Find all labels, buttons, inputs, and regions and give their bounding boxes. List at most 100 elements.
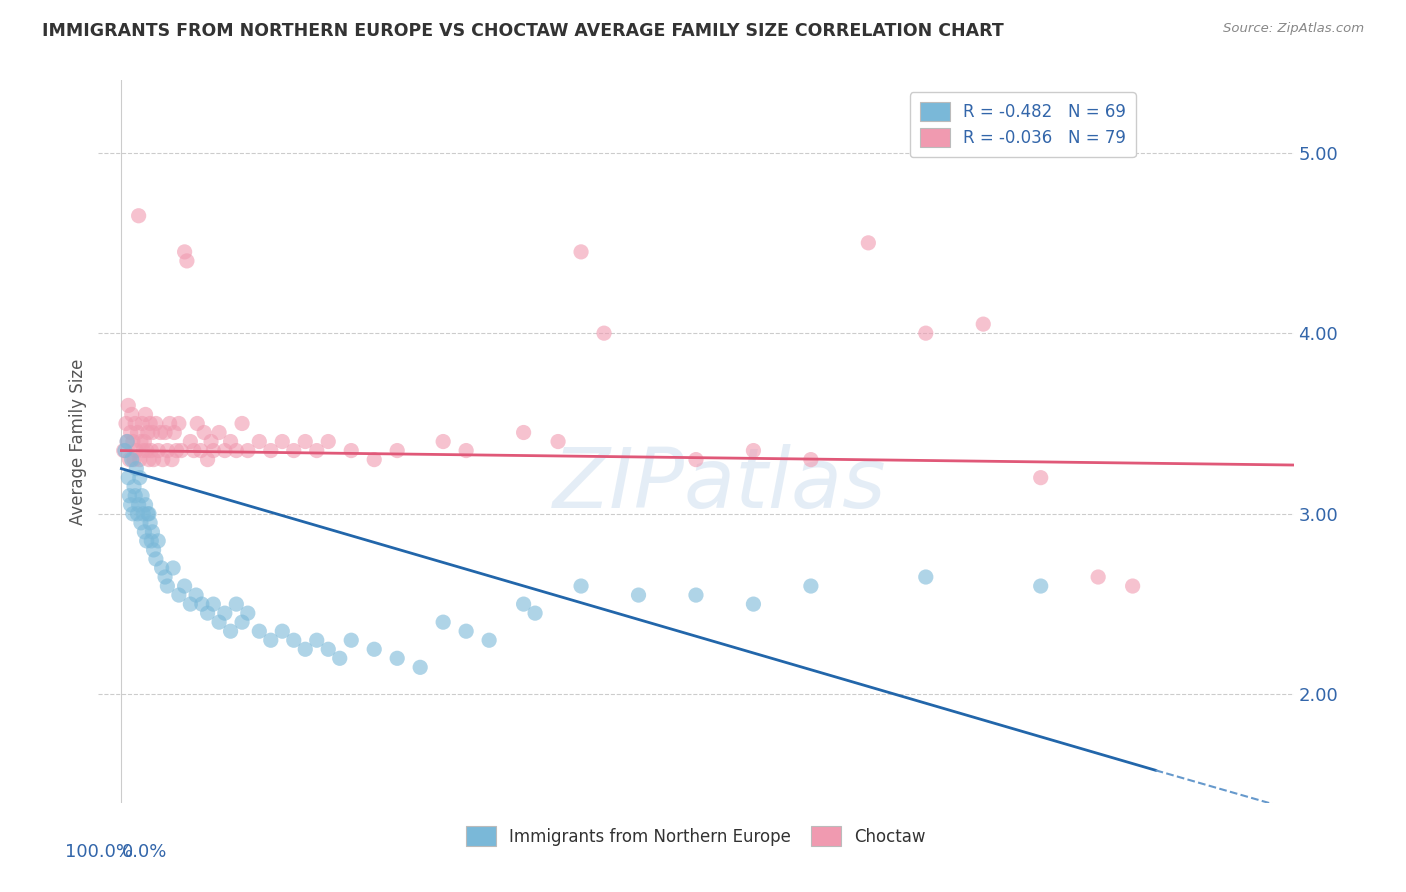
Legend: Immigrants from Northern Europe, Choctaw: Immigrants from Northern Europe, Choctaw bbox=[460, 820, 932, 852]
Point bbox=[972, 317, 994, 331]
Point bbox=[236, 443, 259, 458]
Point bbox=[129, 434, 152, 449]
Point bbox=[512, 597, 534, 611]
Point bbox=[136, 507, 159, 521]
Point bbox=[136, 425, 159, 440]
Point bbox=[409, 660, 432, 674]
Point bbox=[202, 597, 225, 611]
Point bbox=[305, 633, 328, 648]
Point bbox=[125, 461, 148, 475]
Point bbox=[214, 443, 236, 458]
Point bbox=[340, 633, 363, 648]
Point bbox=[150, 561, 173, 575]
Point bbox=[149, 425, 172, 440]
Point bbox=[432, 615, 454, 630]
Point bbox=[219, 434, 242, 449]
Point bbox=[112, 443, 135, 458]
Point bbox=[742, 597, 765, 611]
Point bbox=[197, 452, 219, 467]
Point bbox=[131, 489, 153, 503]
Point bbox=[152, 452, 174, 467]
Point bbox=[135, 408, 157, 422]
Point bbox=[247, 434, 270, 449]
Point bbox=[183, 443, 205, 458]
Point bbox=[121, 452, 143, 467]
Point bbox=[569, 244, 592, 259]
Point bbox=[305, 443, 328, 458]
Point bbox=[231, 417, 253, 431]
Point bbox=[456, 443, 478, 458]
Point bbox=[914, 570, 936, 584]
Text: Source: ZipAtlas.com: Source: ZipAtlas.com bbox=[1223, 22, 1364, 36]
Point bbox=[294, 642, 316, 657]
Point bbox=[283, 443, 305, 458]
Point bbox=[132, 443, 155, 458]
Point bbox=[156, 443, 179, 458]
Point bbox=[115, 434, 138, 449]
Point bbox=[148, 533, 170, 548]
Point bbox=[176, 253, 198, 268]
Point bbox=[141, 533, 163, 548]
Point bbox=[138, 507, 160, 521]
Point bbox=[225, 597, 247, 611]
Point bbox=[160, 452, 183, 467]
Point bbox=[858, 235, 880, 250]
Point bbox=[214, 606, 236, 620]
Point bbox=[456, 624, 478, 639]
Point bbox=[163, 425, 186, 440]
Point bbox=[142, 542, 165, 557]
Point bbox=[117, 398, 139, 412]
Text: 100.0%: 100.0% bbox=[65, 843, 134, 861]
Point bbox=[186, 417, 208, 431]
Point bbox=[124, 489, 146, 503]
Text: 0.0%: 0.0% bbox=[121, 843, 167, 861]
Point bbox=[122, 480, 145, 494]
Point bbox=[478, 633, 501, 648]
Point bbox=[385, 443, 409, 458]
Point bbox=[208, 615, 231, 630]
Point bbox=[145, 417, 167, 431]
Point bbox=[167, 588, 190, 602]
Point bbox=[202, 443, 225, 458]
Point bbox=[283, 633, 305, 648]
Point bbox=[627, 588, 650, 602]
Point bbox=[179, 434, 201, 449]
Point bbox=[569, 579, 592, 593]
Point bbox=[125, 443, 148, 458]
Point bbox=[159, 417, 181, 431]
Point bbox=[800, 452, 823, 467]
Point bbox=[173, 244, 195, 259]
Point bbox=[156, 579, 179, 593]
Point bbox=[167, 417, 190, 431]
Point bbox=[231, 615, 253, 630]
Point bbox=[135, 498, 157, 512]
Point bbox=[260, 633, 283, 648]
Point bbox=[129, 516, 152, 530]
Point bbox=[190, 443, 212, 458]
Point bbox=[115, 417, 138, 431]
Point bbox=[120, 425, 142, 440]
Point bbox=[208, 425, 231, 440]
Point bbox=[135, 443, 157, 458]
Point bbox=[138, 452, 160, 467]
Point bbox=[128, 452, 150, 467]
Point bbox=[122, 452, 145, 467]
Point bbox=[685, 452, 707, 467]
Point bbox=[162, 561, 184, 575]
Point bbox=[524, 606, 547, 620]
Point bbox=[170, 443, 193, 458]
Point bbox=[117, 470, 139, 484]
Point bbox=[200, 434, 222, 449]
Point bbox=[512, 425, 534, 440]
Point bbox=[236, 606, 259, 620]
Text: ZIPatlas: ZIPatlas bbox=[553, 444, 887, 525]
Point bbox=[128, 498, 150, 512]
Point bbox=[139, 417, 162, 431]
Point bbox=[914, 326, 936, 340]
Point bbox=[191, 597, 214, 611]
Point bbox=[547, 434, 569, 449]
Point bbox=[1029, 579, 1052, 593]
Point bbox=[153, 425, 176, 440]
Point bbox=[193, 425, 215, 440]
Point bbox=[121, 408, 143, 422]
